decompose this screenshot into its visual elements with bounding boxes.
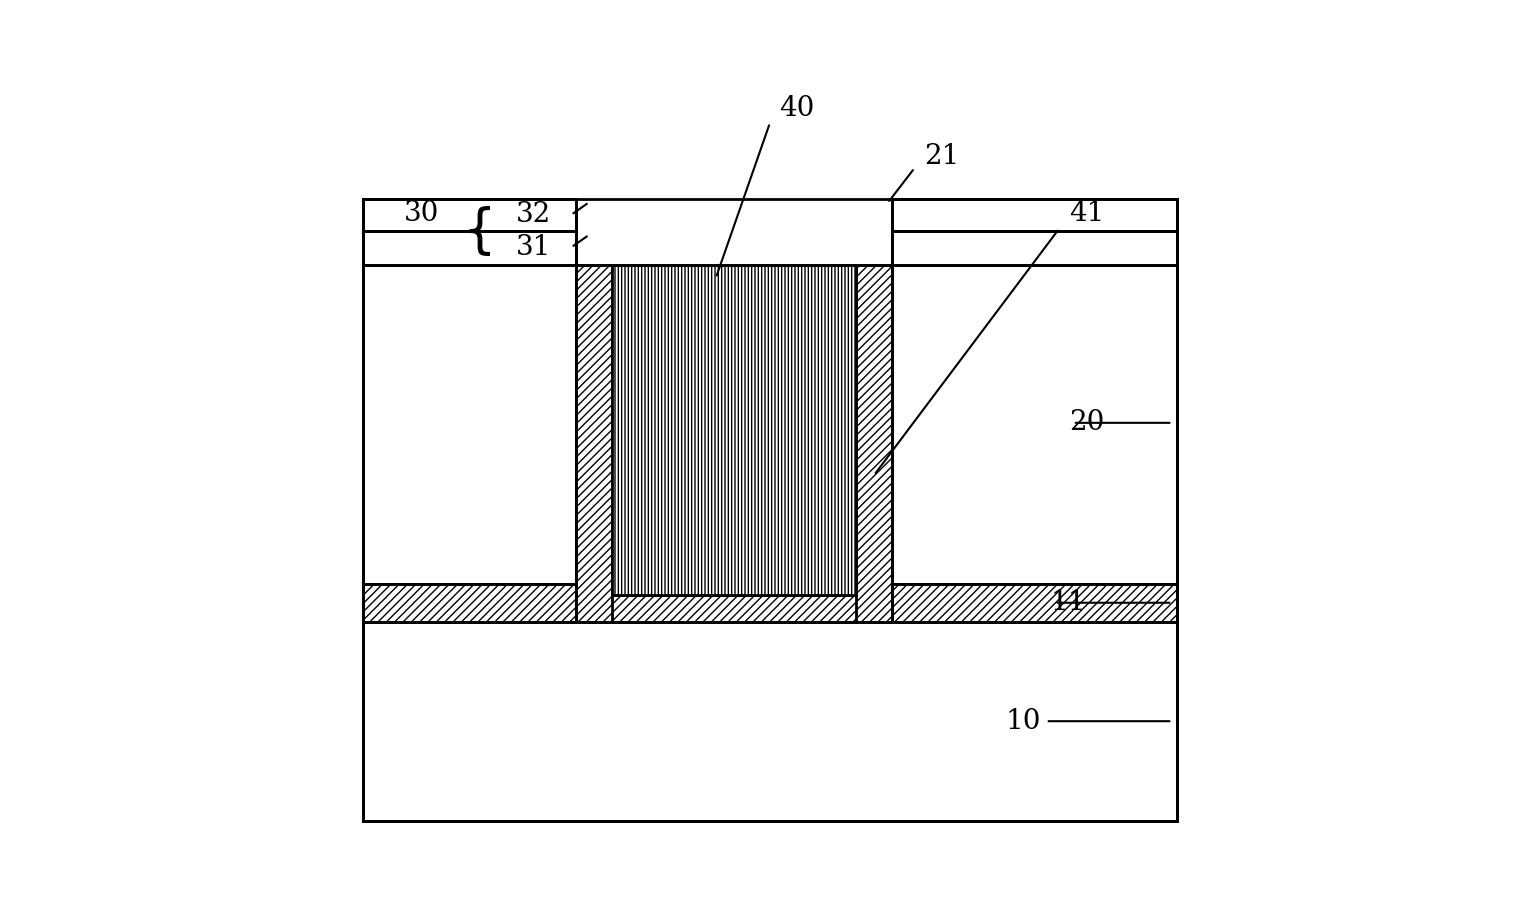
Bar: [856, 264, 892, 621]
Text: 41: 41: [1069, 199, 1104, 227]
Bar: [576, 264, 892, 621]
Bar: [576, 264, 611, 621]
Bar: [892, 231, 1177, 264]
Text: 10: 10: [1006, 708, 1041, 734]
Bar: [892, 264, 1177, 584]
Text: 32: 32: [516, 201, 551, 229]
Bar: [892, 198, 1177, 231]
Bar: [363, 621, 1177, 821]
Bar: [363, 264, 576, 584]
Bar: [576, 595, 892, 621]
Text: 31: 31: [516, 234, 551, 261]
Bar: [363, 584, 576, 621]
Bar: [363, 231, 576, 264]
Text: $\{$: $\{$: [462, 204, 491, 258]
Text: 21: 21: [924, 142, 959, 170]
Text: 40: 40: [779, 95, 815, 122]
Text: 30: 30: [403, 199, 439, 227]
Bar: [363, 198, 576, 231]
Text: 20: 20: [1069, 409, 1104, 436]
Bar: [892, 584, 1177, 621]
Text: 11: 11: [1050, 589, 1086, 616]
Bar: [611, 264, 856, 595]
